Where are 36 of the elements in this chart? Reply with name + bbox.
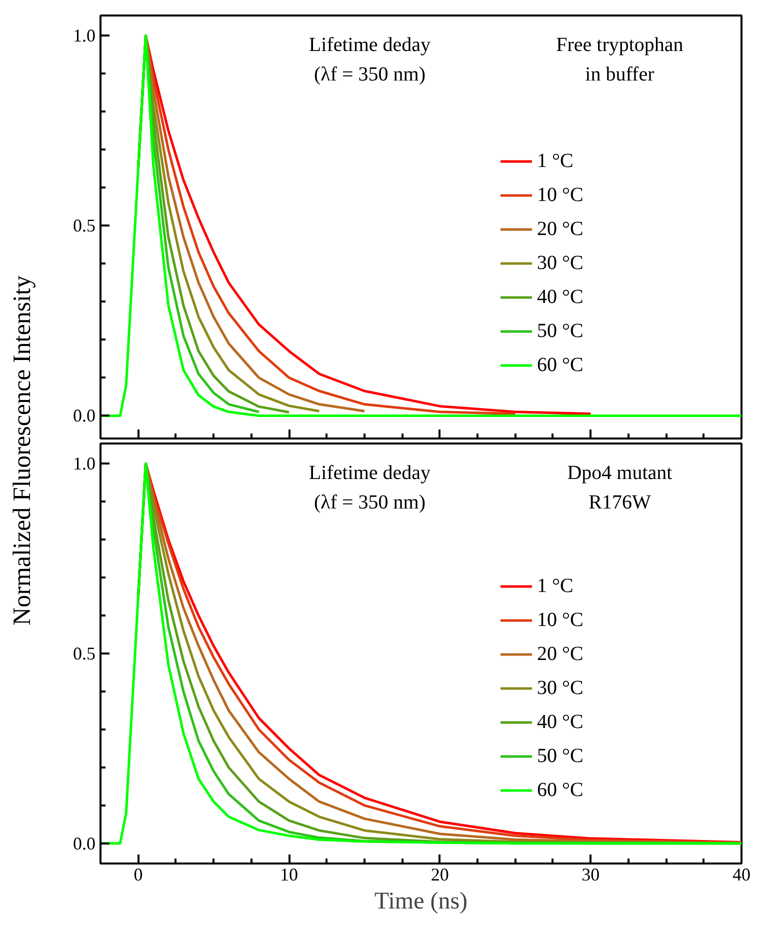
legend-label: 50 °C (537, 744, 584, 768)
annotation: R176W (588, 491, 651, 514)
annotation: in buffer (585, 64, 655, 86)
legend-label: 10 °C (537, 608, 584, 632)
y-axis-title: Normalized Fluorescence Intensity (9, 275, 36, 626)
annotation: Dpo4 mutant (567, 462, 673, 484)
annotation: Lifetime deday (308, 34, 431, 56)
x-tick-label: 0 (134, 864, 143, 884)
y-tick-label: 0.5 (73, 644, 96, 664)
y-tick-label: 1.0 (73, 26, 96, 46)
y-tick-label: 0.5 (73, 216, 96, 236)
x-tick-label: 20 (430, 864, 449, 884)
x-tick-label: 40 (732, 864, 750, 884)
legend-label: 40 °C (537, 284, 584, 310)
legend-label: 40 °C (537, 710, 584, 734)
x-tick-label: 10 (280, 864, 298, 884)
line-series (100, 34, 742, 417)
annotation: (λf = 350 nm) (314, 491, 426, 514)
annotation: Lifetime deday (308, 462, 431, 484)
legend-label: 30 °C (537, 250, 584, 276)
annotation: (λf = 350 nm) (314, 64, 426, 86)
legend-label: 20 °C (537, 216, 584, 242)
legend-label: 1 °C (537, 574, 574, 598)
legend-label: 30 °C (537, 676, 584, 700)
y-tick-label: 1.0 (73, 454, 96, 474)
legend-label: 60 °C (537, 778, 584, 802)
x-axis-title: Time (ns) (374, 888, 468, 914)
legend-label: 50 °C (537, 318, 584, 344)
x-tick-label: 30 (582, 864, 600, 884)
legend-label: 1 °C (537, 148, 574, 174)
legend-label: 60 °C (537, 352, 584, 378)
y-tick-label: 0.0 (73, 406, 96, 426)
annotation: Free tryptophan (556, 34, 684, 56)
legend-label: 10 °C (537, 182, 584, 208)
y-tick-label: 0.0 (73, 833, 96, 854)
legend-label: 20 °C (537, 642, 584, 666)
